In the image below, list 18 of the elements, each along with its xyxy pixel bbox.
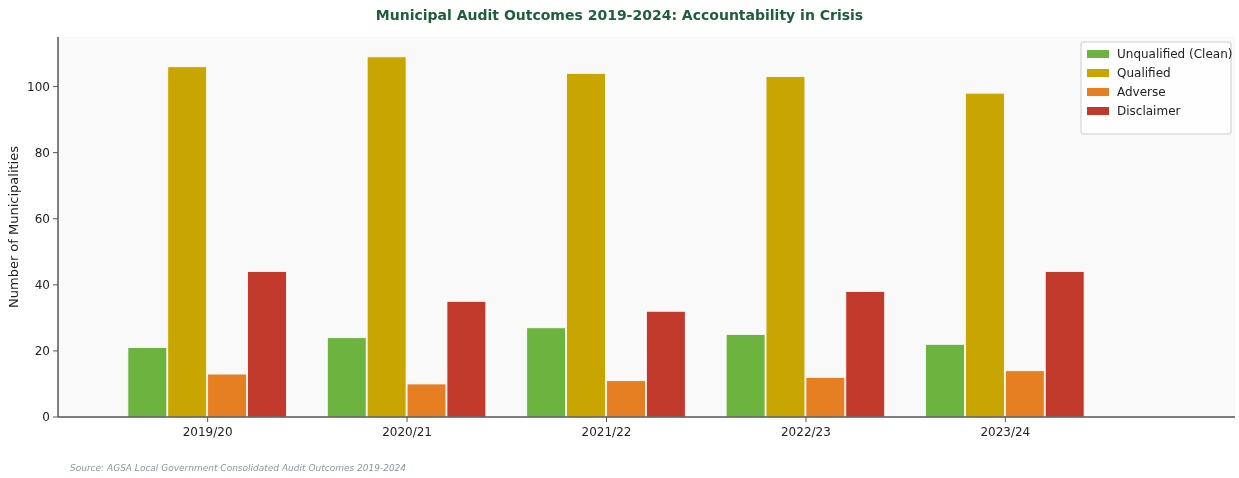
y-tick-label: 0	[42, 410, 50, 425]
x-tick-label: 2021/22	[581, 425, 632, 439]
y-axis-title: Number of Municipalities	[6, 145, 21, 309]
y-tick-label: 60	[34, 211, 50, 226]
legend-label: Disclaimer	[1117, 104, 1181, 119]
y-tick-label: 40	[34, 278, 50, 293]
chart-title: Municipal Audit Outcomes 2019-2024: Accountability in Crisis	[375, 7, 864, 23]
source-note: Source: AGSA Local Government Consolidated Audit Outcomes 2019-2024	[70, 463, 407, 473]
legend-label: Unqualified (Clean)	[1117, 47, 1233, 62]
x-tick-label: 2020/21	[382, 425, 433, 439]
x-tick-label: 2019/20	[182, 425, 233, 439]
y-tick-label: 100	[27, 79, 50, 94]
x-tick-label: 2022/23	[780, 425, 831, 439]
y-tick-label: 20	[34, 344, 50, 359]
x-tick-label: 2023/24	[980, 425, 1031, 439]
legend-label: Adverse	[1117, 85, 1166, 100]
legend-label: Qualified	[1117, 66, 1171, 81]
y-tick-label: 80	[34, 145, 50, 160]
